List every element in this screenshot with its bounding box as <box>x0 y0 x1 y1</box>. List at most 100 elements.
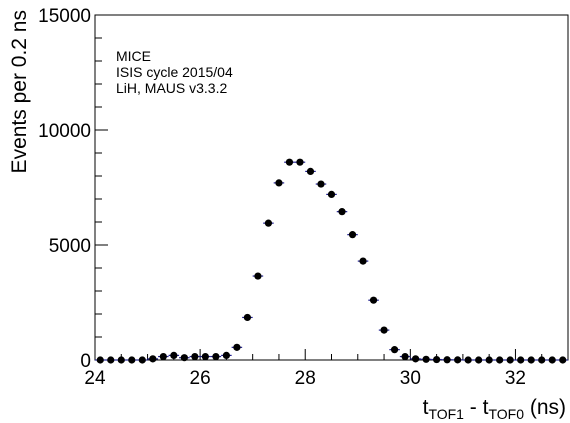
marker <box>433 355 441 364</box>
marker <box>233 343 241 351</box>
data-point <box>536 356 547 364</box>
marker <box>359 257 367 265</box>
x-axis-title: tTOF1 - tTOF0 (ns) <box>423 396 566 422</box>
marker <box>327 190 336 198</box>
marker <box>422 355 430 363</box>
marker <box>401 352 409 361</box>
marker <box>548 356 556 364</box>
marker <box>254 272 262 280</box>
marker <box>191 352 199 361</box>
marker <box>170 351 178 359</box>
x-tick-label: 28 <box>295 368 316 389</box>
y-tick-label: 0 <box>80 351 91 372</box>
x-tick-label: 24 <box>84 368 106 389</box>
y-tick-label: 15000 <box>38 6 91 27</box>
marker <box>496 356 504 364</box>
data-point <box>179 354 190 362</box>
data-point <box>315 180 327 188</box>
marker <box>201 352 209 361</box>
data-point <box>515 356 526 364</box>
data-point <box>420 355 432 363</box>
data-point <box>189 352 201 361</box>
x-axis-title-sub-tof0: TOF0 <box>488 406 524 422</box>
data-point <box>137 356 148 364</box>
data-point <box>431 355 442 364</box>
marker <box>243 313 252 322</box>
marker <box>454 356 462 364</box>
data-point <box>452 356 463 364</box>
marker <box>275 179 283 187</box>
marker <box>212 352 220 361</box>
data-point <box>441 356 453 364</box>
data-point <box>389 346 400 354</box>
data-point <box>525 356 537 364</box>
marker <box>369 296 378 304</box>
data-point <box>462 356 474 364</box>
marker <box>285 158 294 166</box>
marker <box>296 158 304 166</box>
marker <box>464 356 472 364</box>
marker <box>159 352 167 361</box>
marker <box>338 208 346 216</box>
data-point <box>483 356 495 364</box>
marker <box>538 356 546 364</box>
data-point <box>126 356 138 364</box>
data-point <box>95 356 106 364</box>
data-point <box>473 356 484 364</box>
data-point <box>326 190 337 198</box>
data-point <box>263 219 274 227</box>
data-point <box>504 356 516 364</box>
data-point <box>410 355 421 363</box>
marker <box>138 356 146 364</box>
marker <box>107 356 115 364</box>
marker <box>517 356 525 364</box>
data-point <box>168 351 180 359</box>
data-point <box>546 356 558 364</box>
data-point <box>284 158 295 166</box>
data-point <box>557 356 568 364</box>
marker <box>527 356 535 364</box>
data-point <box>347 231 358 239</box>
data-point <box>116 356 127 364</box>
marker <box>380 326 388 334</box>
marker <box>117 356 125 364</box>
data-point <box>221 351 232 359</box>
axes: 24 26 28 30 32 0 5000 10000 15000 <box>38 6 569 389</box>
data-point <box>147 355 159 363</box>
annotation-line-3: LiH, MAUS v3.3.2 <box>116 80 227 96</box>
x-axis-title-unit: (ns) <box>524 396 566 419</box>
marker <box>180 354 188 362</box>
marker <box>443 356 451 364</box>
data-point <box>273 179 285 187</box>
marker <box>222 351 230 359</box>
data-point <box>336 208 348 216</box>
data-point <box>200 352 211 361</box>
x-tick-label: 26 <box>190 368 211 389</box>
data-point <box>357 257 369 265</box>
marker <box>149 355 157 363</box>
data-point <box>368 296 379 304</box>
data-points <box>95 158 568 364</box>
y-tick-label: 10000 <box>38 121 91 142</box>
data-point <box>105 356 117 364</box>
marker <box>317 180 325 188</box>
data-point <box>494 356 505 364</box>
data-point <box>252 272 264 280</box>
data-point <box>399 352 411 361</box>
annotation-line-2: ISIS cycle 2015/04 <box>116 64 233 80</box>
data-point <box>231 343 243 351</box>
data-point <box>294 158 306 166</box>
marker <box>348 231 357 239</box>
marker <box>411 355 420 363</box>
x-axis-title-sub-tof1: TOF1 <box>428 406 464 422</box>
x-axis-title-minus: - t <box>464 396 489 419</box>
y-tick-label: 5000 <box>49 236 91 257</box>
x-axis-title-t1: t <box>423 396 429 419</box>
marker <box>485 356 493 364</box>
x-tick-label: 32 <box>505 368 526 389</box>
data-point <box>210 352 222 361</box>
data-point <box>378 326 390 334</box>
marker <box>128 356 136 364</box>
annotation-line-1: MICE <box>116 48 151 64</box>
